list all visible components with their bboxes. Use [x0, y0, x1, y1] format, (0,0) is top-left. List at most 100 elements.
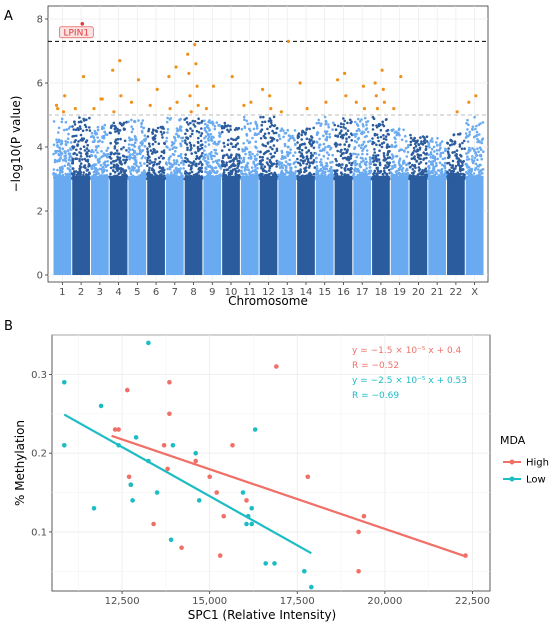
snp-point — [237, 164, 240, 168]
snp-point — [454, 164, 458, 168]
snp-point — [474, 167, 478, 170]
snp-point — [140, 125, 143, 128]
chromosome-tick-label: 21 — [431, 287, 444, 298]
snp-point — [119, 171, 122, 174]
snp-point — [366, 130, 370, 134]
snp-point — [161, 177, 164, 180]
snp-point — [386, 156, 390, 160]
snp-point — [57, 138, 61, 142]
snp-point — [282, 129, 285, 132]
snp-point — [372, 172, 375, 176]
snp-point — [75, 174, 79, 177]
snp-point — [176, 134, 180, 137]
snp-point — [108, 131, 112, 135]
snp-point — [279, 129, 283, 132]
chromosome-band-9 — [203, 175, 222, 275]
snp-point — [172, 141, 176, 145]
significant-point — [56, 107, 60, 111]
snp-point — [198, 168, 202, 171]
snp-point — [78, 157, 81, 161]
snp-point — [433, 159, 436, 163]
snp-point — [114, 152, 117, 155]
snp-point — [215, 152, 219, 156]
snp-point — [95, 176, 98, 180]
snp-point — [213, 154, 216, 158]
snp-point — [355, 132, 358, 136]
snp-point — [209, 132, 212, 136]
snp-point — [409, 140, 413, 144]
snp-point — [367, 140, 370, 144]
snp-point — [475, 177, 479, 181]
y-tick-label: 0.2 — [31, 449, 47, 460]
snp-point — [200, 119, 204, 123]
snp-point — [345, 137, 348, 140]
snp-point — [415, 159, 419, 163]
significant-point — [373, 81, 377, 85]
snp-point — [340, 129, 343, 132]
snp-point — [471, 177, 475, 181]
significant-point — [194, 62, 198, 66]
snp-point — [441, 151, 445, 154]
snp-point — [354, 135, 357, 138]
snp-point — [276, 139, 279, 142]
snp-point — [148, 177, 152, 181]
snp-point — [263, 165, 267, 168]
snp-point — [103, 130, 107, 134]
snp-point — [225, 161, 228, 164]
snp-point — [284, 160, 288, 163]
chromosome-tick-label: 11 — [243, 287, 256, 298]
snp-point — [450, 177, 453, 180]
snp-point — [113, 147, 117, 150]
significant-point — [168, 107, 172, 111]
snp-point — [185, 174, 188, 177]
snp-point — [361, 171, 364, 174]
snp-point — [127, 120, 130, 124]
snp-point — [243, 149, 246, 153]
snp-point — [468, 146, 471, 150]
snp-point — [303, 159, 307, 162]
snp-point — [60, 152, 63, 155]
snp-point — [108, 175, 112, 178]
data-point-low — [91, 506, 97, 511]
snp-point — [269, 146, 272, 149]
snp-point — [79, 133, 83, 137]
snp-point — [451, 151, 454, 154]
snp-point — [210, 166, 214, 169]
snp-point — [350, 170, 353, 174]
snp-point — [293, 129, 297, 132]
chromosome-tick-label: 4 — [115, 287, 121, 298]
significant-point — [61, 110, 66, 114]
snp-point — [130, 130, 134, 134]
snp-point — [429, 162, 433, 166]
snp-point — [101, 171, 104, 174]
snp-point — [229, 124, 232, 128]
snp-point — [187, 123, 190, 126]
data-point-high — [125, 387, 130, 393]
snp-point — [427, 143, 431, 147]
snp-point — [424, 162, 428, 165]
snp-point — [444, 148, 448, 151]
snp-point — [147, 169, 151, 172]
snp-point — [184, 153, 187, 156]
snp-point — [299, 159, 303, 162]
snp-point — [387, 168, 391, 172]
snp-point — [222, 172, 225, 176]
snp-point — [356, 168, 359, 171]
snp-point — [466, 140, 470, 143]
snp-point — [146, 135, 150, 138]
snp-point — [71, 157, 74, 161]
snp-point — [203, 149, 206, 152]
snp-point — [230, 142, 233, 146]
snp-point — [85, 154, 89, 158]
snp-point — [409, 143, 413, 147]
snp-point — [347, 177, 351, 180]
snp-point — [475, 154, 479, 157]
data-point-low — [130, 498, 135, 503]
snp-point — [344, 127, 347, 130]
snp-point — [376, 136, 380, 139]
snp-point — [219, 167, 223, 170]
fit-r-high: R = −0.52 — [352, 361, 399, 371]
snp-point — [315, 167, 319, 170]
snp-point — [268, 172, 271, 176]
snp-point — [477, 123, 481, 127]
